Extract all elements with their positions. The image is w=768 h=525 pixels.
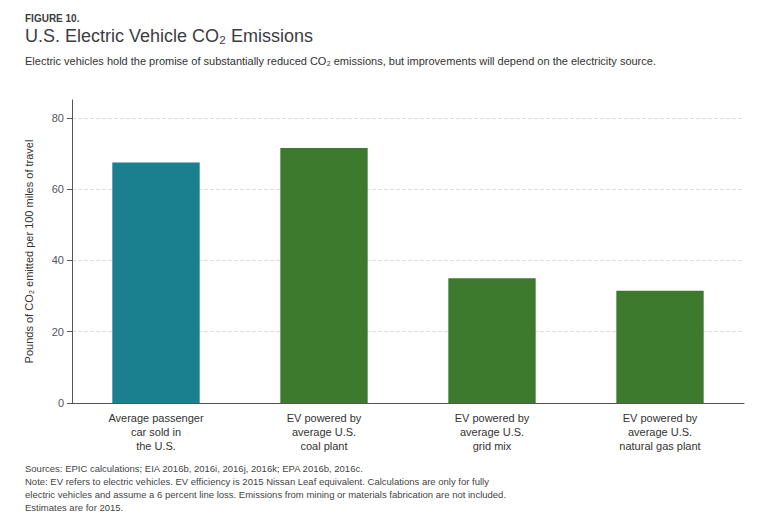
svg-text:EV powered by: EV powered by xyxy=(623,412,698,424)
svg-text:natural gas plant: natural gas plant xyxy=(619,440,700,452)
svg-text:EV powered by: EV powered by xyxy=(455,412,530,424)
svg-text:FIGURE 10.: FIGURE 10. xyxy=(25,13,80,24)
svg-text:U.S. Electric Vehicle CO₂ Emis: U.S. Electric Vehicle CO₂ Emissions xyxy=(25,26,313,46)
svg-text:Electric vehicles hold the pro: Electric vehicles hold the promise of su… xyxy=(25,55,656,67)
svg-text:average U.S.: average U.S. xyxy=(292,426,356,438)
svg-text:80: 80 xyxy=(52,112,64,124)
svg-text:20: 20 xyxy=(52,326,64,338)
svg-text:coal plant: coal plant xyxy=(300,440,347,452)
svg-text:EV powered by: EV powered by xyxy=(287,412,362,424)
svg-text:electric vehicles and assume a: electric vehicles and assume a 6 percent… xyxy=(25,489,506,500)
svg-text:the U.S.: the U.S. xyxy=(136,440,176,452)
svg-text:Sources: EPIC calculations; EI: Sources: EPIC calculations; EIA 2016b, 2… xyxy=(25,463,363,474)
svg-text:Note: EV refers to electric ve: Note: EV refers to electric vehicles. EV… xyxy=(25,476,489,487)
svg-text:Pounds of CO₂ emitted per 100: Pounds of CO₂ emitted per 100 miles of t… xyxy=(23,140,35,364)
svg-text:40: 40 xyxy=(52,254,64,266)
svg-text:grid mix: grid mix xyxy=(473,440,512,452)
svg-text:Average passenger: Average passenger xyxy=(108,412,204,424)
svg-text:average U.S.: average U.S. xyxy=(460,426,524,438)
svg-text:0: 0 xyxy=(58,397,64,409)
svg-text:Estimates are for 2015.: Estimates are for 2015. xyxy=(25,502,123,513)
svg-text:average U.S.: average U.S. xyxy=(628,426,692,438)
svg-text:car sold in: car sold in xyxy=(131,426,181,438)
svg-text:60: 60 xyxy=(52,183,64,195)
